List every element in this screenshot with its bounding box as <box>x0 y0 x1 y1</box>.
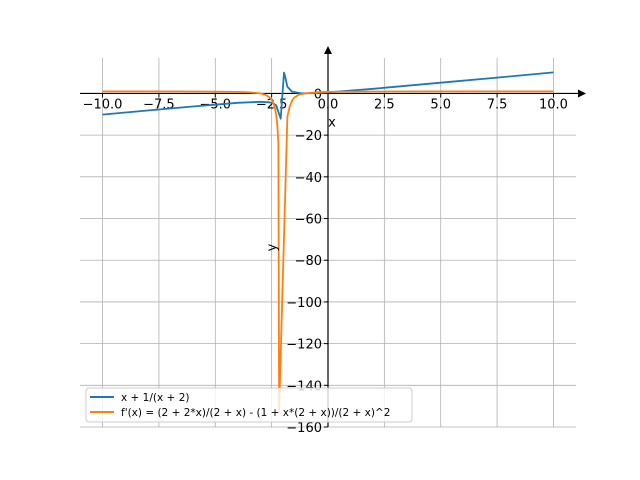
x-tick-label: 5.0 <box>430 97 451 112</box>
x-tick-label: 10.0 <box>539 97 568 112</box>
series-line-2 <box>102 90 554 412</box>
ticks: −10.0 −7.5 −5.0 −2.5 0.0 2.5 5.0 7.5 10.00−20−40… <box>83 87 568 436</box>
y-axis-arrow-icon <box>324 46 332 54</box>
axes <box>80 46 586 427</box>
x-axis-arrow-icon <box>578 89 586 98</box>
x-tick-label: −10.0 <box>83 97 123 112</box>
y-tick-label: −40 <box>295 171 322 186</box>
y-tick-label: −120 <box>286 338 322 353</box>
series-line-1 <box>102 71 554 120</box>
legend-label-series-2: f'(x) = (2 + 2*x)/(2 + x) - (1 + x*(2 + … <box>121 407 390 419</box>
y-axis-label: y <box>265 243 280 251</box>
y-tick-label: −60 <box>295 213 322 228</box>
x-axis-label: x <box>328 115 336 130</box>
x-tick-label: 2.5 <box>374 97 395 112</box>
legend: x + 1/(x + 2) f'(x) = (2 + 2*x)/(2 + x) … <box>85 387 413 423</box>
y-tick-label: −100 <box>286 296 322 311</box>
x-tick-label: 7.5 <box>487 97 508 112</box>
legend-box <box>85 387 413 423</box>
legend-label-series-1: x + 1/(x + 2) <box>121 392 189 404</box>
y-tick-label: 0 <box>314 87 322 102</box>
y-tick-label: −80 <box>295 254 322 269</box>
x-tick-label: 0.0 <box>318 97 339 112</box>
series-lines <box>102 71 554 412</box>
y-tick-label: −160 <box>286 421 322 436</box>
y-tick-label: −20 <box>295 129 322 144</box>
